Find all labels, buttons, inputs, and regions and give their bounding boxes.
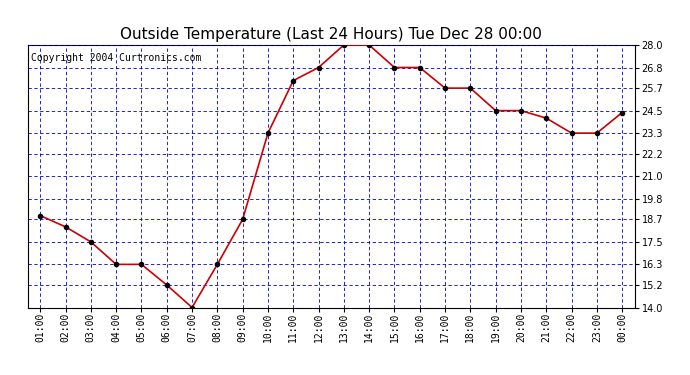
Title: Outside Temperature (Last 24 Hours) Tue Dec 28 00:00: Outside Temperature (Last 24 Hours) Tue … [120, 27, 542, 42]
Text: Copyright 2004 Curtronics.com: Copyright 2004 Curtronics.com [30, 53, 201, 63]
